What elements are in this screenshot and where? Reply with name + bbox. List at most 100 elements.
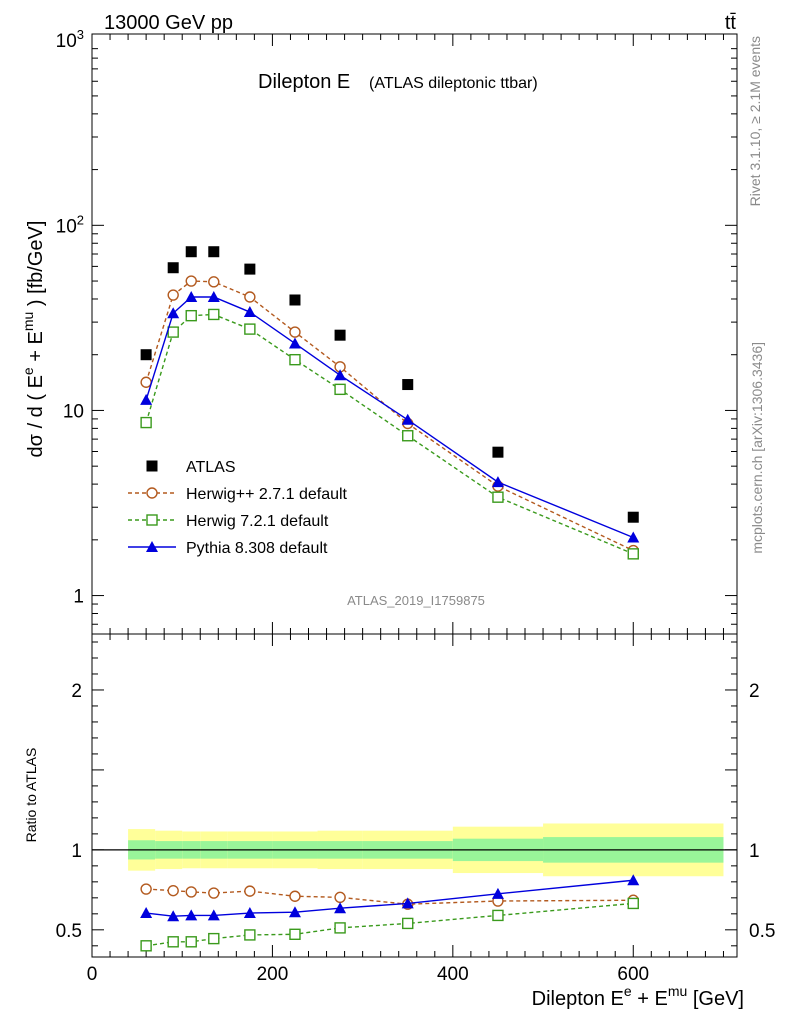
marker-triangle	[334, 369, 347, 381]
marker-open-square	[140, 940, 152, 952]
marker-circle	[289, 890, 301, 902]
watermark: ATLAS_2019_I1759875	[347, 593, 485, 608]
main-series	[140, 308, 639, 560]
rivet-label: Rivet 3.1.10, ≥ 2.1M events	[747, 36, 763, 206]
marker-open-square	[492, 491, 504, 503]
marker-triangle	[167, 910, 180, 922]
ratio-y-tick-label-right: 2	[749, 681, 760, 702]
marker-triangle	[401, 897, 414, 909]
marker-open-square	[185, 936, 197, 948]
marker-open-square	[146, 514, 158, 526]
mcplots-label: mcplots.cern.ch [arXiv:1306.3436]	[749, 342, 765, 554]
marker-triangle	[288, 906, 301, 918]
marker-triangle	[243, 306, 256, 318]
ratio-frame	[91, 633, 738, 958]
marker-open-square	[167, 326, 179, 338]
marker-circle	[289, 326, 301, 338]
ratio-series	[140, 874, 640, 922]
marker-open-square	[627, 897, 639, 910]
ratio-series	[140, 874, 640, 952]
ratio-series-line	[146, 902, 634, 947]
marker-open-square	[244, 929, 256, 941]
marker-square	[244, 263, 256, 275]
marker-triangle	[288, 337, 301, 349]
legend: ATLAS Herwig++ 2.7.1 default Herwig 7.2.1 …	[128, 459, 348, 557]
marker-open-square	[244, 323, 256, 335]
marker-circle	[167, 289, 179, 301]
y-tick-label: 102	[56, 212, 84, 237]
marker-triangle	[146, 541, 158, 552]
marker-square	[627, 511, 639, 523]
marker-triangle	[185, 909, 198, 921]
x-tick-label: 0	[87, 964, 98, 985]
marker-circle	[244, 885, 256, 897]
chart-title: Dilepton E	[258, 71, 350, 93]
marker-triangle	[491, 887, 504, 899]
marker-open-square	[289, 928, 301, 940]
ratio-series-line	[146, 879, 634, 917]
marker-triangle	[401, 413, 414, 425]
marker-circle	[140, 883, 152, 895]
marker-open-square	[289, 353, 301, 366]
legend-label: Pythia 8.308 default	[186, 540, 328, 557]
main-series-line	[145, 296, 634, 539]
marker-open-square	[492, 909, 504, 922]
ratio-series-line	[146, 888, 634, 905]
ratio-y-tick-label-right: 0.5	[749, 921, 775, 942]
label-part: dσ / d ( E	[25, 375, 47, 457]
ratio-y-tick-label: 2	[71, 681, 82, 702]
marker-triangle	[491, 476, 504, 488]
marker-triangle	[627, 531, 640, 543]
main-series-line	[145, 280, 634, 552]
marker-triangle	[627, 874, 640, 886]
marker-square	[140, 349, 152, 361]
y-tick-label-exp: 3	[77, 27, 84, 42]
marker-square	[289, 294, 301, 306]
marker-open-square	[402, 917, 414, 930]
chart-subtitle: (ATLAS dileptonic ttbar)	[369, 75, 538, 92]
marker-open-square	[185, 309, 197, 322]
marker-square	[167, 262, 179, 274]
y-axis-label-ratio: Ratio to ATLAS	[23, 748, 39, 843]
label-sup: e	[20, 367, 36, 375]
y-tick-label-base: 10	[56, 31, 77, 52]
main-series-line	[145, 313, 634, 555]
label-sup: mu	[668, 983, 687, 999]
main-series	[140, 290, 640, 543]
marker-square	[492, 446, 504, 458]
header-right: tt̄	[725, 12, 737, 34]
marker-circle	[140, 376, 152, 388]
main-series	[140, 246, 640, 560]
marker-triangle	[140, 907, 153, 919]
marker-open-square	[140, 416, 152, 429]
marker-open-square	[402, 430, 414, 442]
label-part: Dilepton E	[532, 988, 624, 1010]
ratio-series	[140, 897, 639, 952]
x-tick-label: 600	[617, 964, 649, 985]
marker-circle	[167, 884, 179, 897]
legend-label: Herwig++ 2.7.1 default	[186, 486, 348, 503]
marker-triangle	[207, 290, 220, 302]
y-tick-label: 103	[56, 27, 84, 52]
marker-circle	[244, 291, 256, 303]
ratio-y-tick-label-right: 1	[749, 841, 760, 862]
label-part: [GeV]	[687, 988, 744, 1010]
x-tick-label: 200	[257, 964, 289, 985]
marker-square	[208, 246, 220, 258]
marker-triangle	[185, 290, 198, 302]
marker-circle	[185, 275, 197, 287]
marker-triangle	[207, 909, 220, 921]
marker-circle	[146, 487, 158, 499]
legend-label: ATLAS	[186, 459, 236, 476]
title-main: Dilepton E	[258, 71, 350, 93]
x-axis-label: Dilepton Ee + Emu [GeV]	[532, 983, 744, 1010]
marker-square	[402, 379, 414, 391]
label-part: + E	[25, 331, 47, 367]
y-tick-label: 1	[73, 587, 84, 608]
marker-square	[185, 246, 197, 258]
y-tick-label: 10	[63, 401, 84, 422]
axes	[91, 33, 738, 958]
marker-open-square	[627, 548, 639, 560]
